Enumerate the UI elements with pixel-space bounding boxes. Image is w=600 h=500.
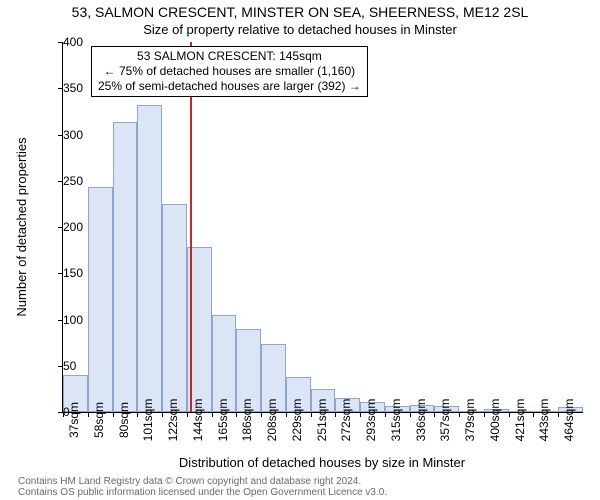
y-axis-label: Number of detached properties (14, 42, 30, 412)
x-tick-label: 144sqm (191, 399, 205, 442)
x-tick (63, 412, 64, 417)
y-tick-label: 150 (63, 266, 70, 280)
reference-marker (190, 42, 192, 412)
y-tick-label: 250 (63, 174, 70, 188)
x-tick-label: 80sqm (117, 402, 131, 438)
x-tick (360, 412, 361, 417)
plot-area: 05010015020025030035040037sqm58sqm80sqm1… (62, 42, 583, 413)
histogram-bar (113, 122, 138, 412)
x-tick-label: 122sqm (166, 399, 180, 442)
x-tick-label: 208sqm (265, 399, 279, 442)
footer-credits: Contains HM Land Registry data © Crown c… (18, 476, 387, 498)
x-tick (236, 412, 237, 417)
y-tick-label: 200 (63, 220, 70, 234)
x-tick-label: 443sqm (537, 399, 551, 442)
x-tick (484, 412, 485, 417)
x-tick (311, 412, 312, 417)
x-tick (88, 412, 89, 417)
x-tick-label: 400sqm (488, 399, 502, 442)
x-tick (137, 412, 138, 417)
x-tick (509, 412, 510, 417)
x-tick (558, 412, 559, 417)
y-tick-label: 350 (63, 81, 70, 95)
page-title: 53, SALMON CRESCENT, MINSTER ON SEA, SHE… (0, 4, 600, 20)
x-tick (261, 412, 262, 417)
y-tick-label: 100 (63, 313, 70, 327)
chart-container: 53, SALMON CRESCENT, MINSTER ON SEA, SHE… (0, 0, 600, 500)
x-tick-label: 37sqm (67, 402, 81, 438)
footer-line-2: Contains OS public information licensed … (18, 487, 387, 498)
x-tick (533, 412, 534, 417)
x-tick-label: 251sqm (315, 399, 329, 442)
x-axis-label: Distribution of detached houses by size … (62, 455, 582, 470)
annotation-box: 53 SALMON CRESCENT: 145sqm← 75% of detac… (91, 46, 368, 97)
x-tick (434, 412, 435, 417)
page-subtitle: Size of property relative to detached ho… (0, 22, 600, 37)
x-tick-label: 357sqm (438, 399, 452, 442)
histogram-bar (88, 187, 113, 412)
histogram-bar (162, 204, 187, 412)
x-tick-label: 165sqm (216, 399, 230, 442)
y-tick-label: 400 (63, 35, 70, 49)
x-tick-label: 336sqm (414, 399, 428, 442)
x-tick (187, 412, 188, 417)
annotation-line: 53 SALMON CRESCENT: 145sqm (98, 49, 361, 64)
x-tick (459, 412, 460, 417)
x-tick-label: 229sqm (290, 399, 304, 442)
x-tick (212, 412, 213, 417)
y-tick-label: 50 (63, 359, 70, 373)
x-tick-label: 379sqm (463, 399, 477, 442)
x-tick (162, 412, 163, 417)
x-tick (113, 412, 114, 417)
x-tick (385, 412, 386, 417)
x-tick-label: 315sqm (389, 399, 403, 442)
annotation-line: ← 75% of detached houses are smaller (1,… (98, 64, 361, 79)
x-tick-label: 186sqm (240, 399, 254, 442)
x-tick-label: 58sqm (92, 402, 106, 438)
histogram-bar (137, 105, 162, 412)
y-tick-label: 300 (63, 128, 70, 142)
x-tick (335, 412, 336, 417)
x-tick-label: 464sqm (562, 399, 576, 442)
x-tick-label: 101sqm (141, 399, 155, 442)
x-tick-label: 293sqm (364, 399, 378, 442)
x-tick-label: 272sqm (339, 399, 353, 442)
annotation-line: 25% of semi-detached houses are larger (… (98, 79, 361, 94)
x-tick (286, 412, 287, 417)
x-tick (410, 412, 411, 417)
x-tick-label: 421sqm (513, 399, 527, 442)
histogram-bar (212, 315, 237, 412)
footer-line-1: Contains HM Land Registry data © Crown c… (18, 476, 387, 487)
